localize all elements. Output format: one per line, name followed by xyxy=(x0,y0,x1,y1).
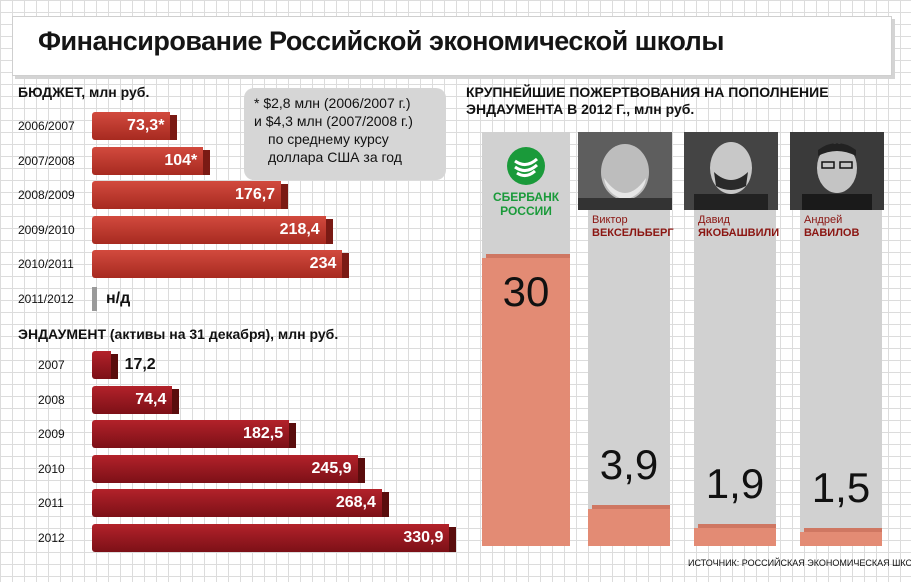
budget-value-label: 218,4 xyxy=(279,220,320,238)
donations-label: КРУПНЕЙШИЕ ПОЖЕРТВОВАНИЯ НА ПОПОЛНЕНИЕ Э… xyxy=(466,84,829,118)
endowment-value-label: 182,5 xyxy=(243,425,284,443)
donation-bar xyxy=(588,508,670,546)
endowment-bar-edge xyxy=(172,388,180,414)
note-line-3: по среднему курсу xyxy=(268,131,389,147)
donor-name-vavilov: Андрей ВАВИЛОВ xyxy=(804,214,859,240)
budget-value-label: н/д xyxy=(106,290,131,307)
donor-last-vavilov: ВАВИЛОВ xyxy=(804,227,860,239)
budget-bar xyxy=(92,181,289,210)
endowment-bar xyxy=(92,420,297,449)
budget-bar xyxy=(92,250,350,279)
donation-bar-top xyxy=(698,523,776,528)
sberbank-logo-icon xyxy=(507,147,545,185)
donations-label-line2: ЭНДАУМЕНТА В 2012 Г., млн руб. xyxy=(466,101,695,117)
page-title: Финансирование Российской экономической … xyxy=(38,26,724,56)
budget-year-label: 2009/2010 xyxy=(18,222,75,237)
photo-yakobashvili xyxy=(684,132,778,210)
donation-bar-top xyxy=(592,504,670,509)
donor-first-yakobashvili: Давид xyxy=(698,214,730,226)
endowment-bar-edge xyxy=(289,423,297,449)
endowment-year-label: 2009 xyxy=(38,427,65,442)
donation-value-label: 1,9 xyxy=(705,459,765,507)
endowment-year-label: 2011 xyxy=(38,496,64,511)
note-line-4: доллара США за год xyxy=(268,149,402,165)
endowment-bar xyxy=(92,351,118,379)
photo-vekselberg xyxy=(578,132,672,210)
endowment-value-label: 268,4 xyxy=(335,494,376,512)
portrait-vavilov-icon xyxy=(790,132,884,210)
donation-bar xyxy=(694,527,776,546)
donation-value-label: 3,9 xyxy=(599,440,659,488)
budget-value-label: 176,7 xyxy=(235,186,276,204)
donor-first-vavilov: Андрей xyxy=(804,214,843,226)
budget-year-label: 2007/2008 xyxy=(18,153,75,168)
donations-label-line1: КРУПНЕЙШИЕ ПОЖЕРТВОВАНИЯ НА ПОПОЛНЕНИЕ xyxy=(466,84,829,100)
donor-last-yakobashvili: ЯКОБАШВИЛИ xyxy=(698,227,780,239)
sberbank-name: СБЕРБАНК РОССИИ xyxy=(482,190,570,218)
budget-note: * $2,8 млн (2006/2007 г.) и $4,3 млн (20… xyxy=(244,88,446,180)
donation-bar xyxy=(482,258,570,546)
endowment-value-label: 245,9 xyxy=(311,459,352,477)
portrait-vekselberg-icon xyxy=(578,132,672,210)
budget-year-label: 2011/2012 xyxy=(18,292,74,306)
budget-bar xyxy=(92,146,211,175)
endowment-bar-edge xyxy=(110,354,118,379)
endowment-year-label: 2012 xyxy=(38,531,65,545)
budget-bar-edge xyxy=(170,115,178,140)
donation-bar-top xyxy=(486,254,570,258)
donation-bar xyxy=(800,531,882,546)
note-line-2: и $4,3 млн (2007/2008 г.) xyxy=(254,113,413,129)
endowment-bar xyxy=(92,489,389,518)
endowment-label: ЭНДАУМЕНТ (активы на 31 декабря), млн ру… xyxy=(18,326,339,342)
budget-year-label: 2006/2007 xyxy=(18,119,75,133)
budget-bar-edge xyxy=(281,184,289,210)
donor-name-vekselberg: Виктор ВЕКСЕЛЬБЕРГ xyxy=(592,214,674,240)
endowment-value-label: 17,2 xyxy=(124,356,156,373)
endowment-bar xyxy=(92,524,457,552)
budget-year-label: 2010/2011 xyxy=(18,257,74,272)
budget-value-label: 104* xyxy=(164,151,198,169)
endowment-bar xyxy=(92,385,180,414)
budget-label: БЮДЖЕТ, млн руб. xyxy=(18,84,150,100)
donor-last-vekselberg: ВЕКСЕЛЬБЕРГ xyxy=(592,227,674,239)
budget-bar xyxy=(92,215,333,244)
budget-bar-edge xyxy=(203,149,211,175)
budget-bar-edge xyxy=(325,218,333,244)
endowment-year-label: 2008 xyxy=(38,392,65,407)
photo-vavilov xyxy=(790,132,884,210)
endowment-value-label: 74,4 xyxy=(135,390,167,408)
portrait-yakobashvili-icon xyxy=(684,132,778,210)
title-box xyxy=(12,16,892,76)
endowment-bar-edge xyxy=(357,457,365,483)
sberbank-line2: РОССИИ xyxy=(500,204,552,218)
endowment-bar xyxy=(92,454,365,483)
budget-bar xyxy=(92,112,178,140)
source-note: ИСТОЧНИК: РОССИЙСКАЯ ЭКОНОМИЧЕСКАЯ ШКОЛА xyxy=(688,558,911,568)
budget-bar-empty xyxy=(92,287,97,311)
donation-bar-top xyxy=(804,527,882,532)
donation-value-label: 30 xyxy=(502,268,550,315)
donation-value-label: 1,5 xyxy=(811,463,871,511)
endowment-bar-edge xyxy=(449,527,457,552)
budget-bar-edge xyxy=(342,253,350,279)
budget-year-label: 2008/2009 xyxy=(18,188,75,203)
donor-name-yakobashvili: Давид ЯКОБАШВИЛИ xyxy=(698,214,779,240)
endowment-year-label: 2010 xyxy=(38,461,65,476)
donor-first-vekselberg: Виктор xyxy=(592,214,628,226)
endowment-year-label: 2007 xyxy=(38,358,65,372)
sberbank-line1: СБЕРБАНК xyxy=(492,190,560,204)
budget-value-label: 234 xyxy=(309,255,337,273)
budget-value-label: 73,3* xyxy=(127,117,165,134)
endowment-value-label: 330,9 xyxy=(403,529,444,546)
endowment-bar-edge xyxy=(381,492,389,518)
note-line-1: * $2,8 млн (2006/2007 г.) xyxy=(254,95,411,111)
